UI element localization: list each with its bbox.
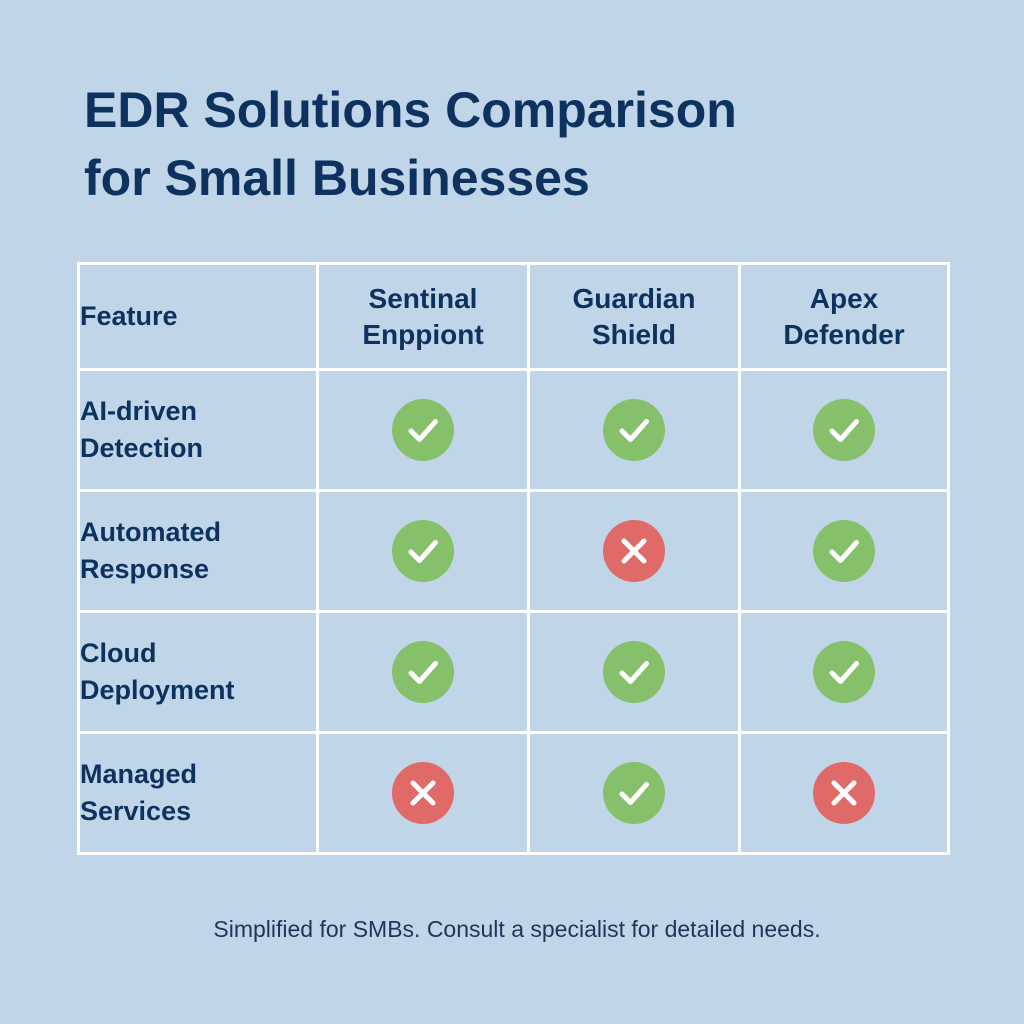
title-line-1: EDR Solutions Comparison (84, 82, 737, 138)
cross-icon (813, 762, 875, 824)
feature-cell: Managed Services (77, 731, 319, 855)
support-cell (738, 610, 950, 734)
support-cell (316, 489, 530, 613)
check-icon (813, 520, 875, 582)
support-cell (527, 368, 741, 492)
page-title: EDR Solutions Comparison for Small Busin… (84, 76, 964, 212)
feature-cell: Automated Response (77, 489, 319, 613)
support-cell (738, 368, 950, 492)
cross-icon (392, 762, 454, 824)
comparison-table-container: Feature Sentinal Enppiont Guardian Shiel… (77, 262, 950, 855)
check-icon (392, 520, 454, 582)
vendor-header-line: Sentinal (368, 282, 478, 314)
support-cell (527, 731, 741, 855)
vendor-header-apex-defender: Apex Defender (738, 262, 950, 371)
support-cell (527, 610, 741, 734)
check-icon (392, 399, 454, 461)
check-icon (603, 641, 665, 703)
feature-label-line: Cloud (80, 638, 157, 668)
vendor-header-line: Defender (783, 318, 905, 350)
vendor-header-line: Apex (809, 282, 879, 314)
feature-cell: AI-driven Detection (77, 368, 319, 492)
support-cell (738, 489, 950, 613)
check-icon (813, 641, 875, 703)
support-cell (316, 731, 530, 855)
check-icon (813, 399, 875, 461)
table-row: AI-driven Detection (77, 368, 950, 492)
check-icon (392, 641, 454, 703)
cross-icon (603, 520, 665, 582)
support-cell (738, 731, 950, 855)
vendor-header-sentinal-enppiont: Sentinal Enppiont (316, 262, 530, 371)
table-body: AI-driven Detection Automated Response Cloud… (77, 368, 950, 855)
feature-column-header: Feature (77, 262, 319, 371)
vendor-header-guardian-shield: Guardian Shield (527, 262, 741, 371)
feature-label-line: Automated (80, 517, 221, 547)
table-row: Cloud Deployment (77, 610, 950, 734)
check-icon (603, 399, 665, 461)
feature-label-line: Detection (80, 433, 204, 463)
feature-label-line: Managed (80, 759, 198, 789)
title-line-2: for Small Businesses (84, 150, 590, 206)
footnote: Simplified for SMBs. Consult a specialis… (213, 916, 821, 942)
feature-label-line: Deployment (80, 675, 235, 705)
feature-label-line: AI-driven (80, 396, 198, 426)
support-cell (316, 368, 530, 492)
table-header-row: Feature Sentinal Enppiont Guardian Shiel… (77, 262, 950, 371)
feature-label-line: Response (80, 554, 210, 584)
vendor-header-line: Shield (591, 318, 676, 350)
vendor-header-line: Guardian (572, 282, 696, 314)
table-row: Automated Response (77, 489, 950, 613)
feature-cell: Cloud Deployment (77, 610, 319, 734)
check-icon (603, 762, 665, 824)
vendor-header-line: Enppiont (362, 318, 484, 350)
support-cell (316, 610, 530, 734)
comparison-table: Feature Sentinal Enppiont Guardian Shiel… (77, 262, 950, 855)
table-row: Managed Services (77, 731, 950, 855)
feature-label-line: Services (80, 796, 192, 826)
support-cell (527, 489, 741, 613)
